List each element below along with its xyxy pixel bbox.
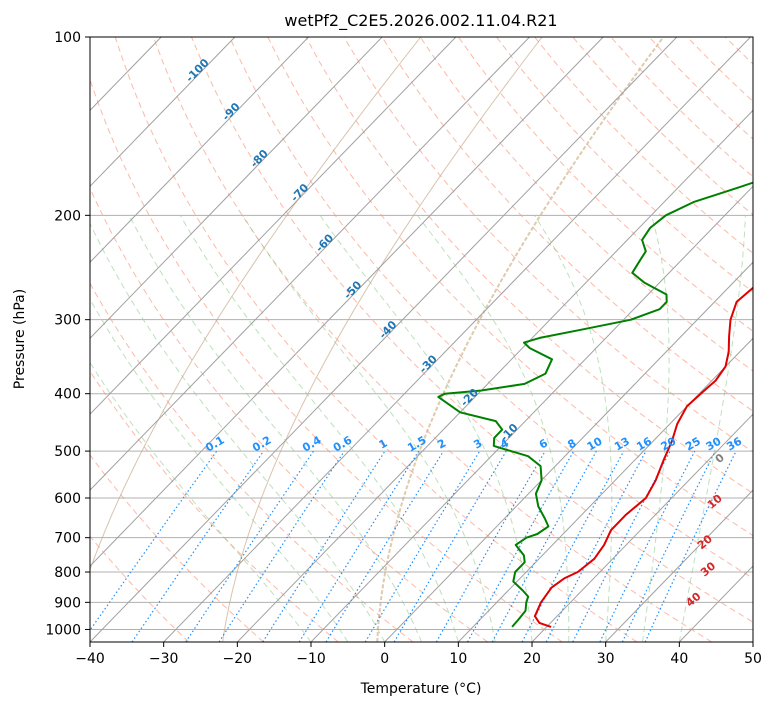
y-tick-label: 200 <box>54 208 81 224</box>
moist-adiabat <box>90 298 349 642</box>
isotherm <box>163 37 751 642</box>
y-tick-label: 400 <box>54 387 81 403</box>
dry-adiabat <box>90 370 339 642</box>
axis-ticks: −40 −30 −20 −10 0 10 20 30 40 50 100 200 300 400 500 60… <box>45 30 762 667</box>
dewpoint-profile <box>437 181 753 628</box>
moist-adiabats <box>90 215 746 642</box>
dry-adiabat <box>496 37 753 293</box>
isotherm <box>90 37 530 491</box>
cape-curves <box>90 37 665 642</box>
mixing-ratio-line <box>262 450 386 642</box>
chart-title: wetPf2_C2E5.2026.002.11.04.R21 <box>284 11 557 31</box>
dry-adiabat <box>90 187 488 642</box>
mixing-ratio-line <box>491 450 597 642</box>
isotherm <box>90 37 678 642</box>
temperature-profile <box>533 286 753 628</box>
mixing-ratio-line <box>599 450 696 642</box>
isotherm <box>90 37 457 415</box>
y-tick-label: 300 <box>54 313 81 329</box>
x-tick-label: −30 <box>149 651 179 667</box>
isotherm <box>605 489 753 642</box>
x-axis-label: Temperature (°C) <box>360 681 482 697</box>
mixing-ratio-line <box>521 450 625 642</box>
moist-adiabat <box>319 215 533 642</box>
moist-adiabat <box>533 215 613 642</box>
mixing-ratio-line <box>218 450 345 642</box>
moist-adiabat <box>179 215 459 642</box>
dry-adiabat <box>90 77 563 642</box>
moist-adiabat <box>642 215 670 642</box>
y-tick-label: 500 <box>54 444 81 460</box>
isotherm <box>90 37 236 188</box>
moist-adiabat <box>242 215 496 642</box>
isotherms <box>90 37 753 642</box>
x-tick-label: 20 <box>523 651 541 667</box>
mixing-ratio-line <box>466 450 575 642</box>
y-axis-label: Pressure (hPa) <box>12 289 28 389</box>
isotherm <box>457 337 753 642</box>
y-tick-label: 600 <box>54 491 81 507</box>
cape-curve <box>90 37 422 572</box>
moist-adiabat <box>128 215 422 642</box>
x-tick-label: 0 <box>380 651 389 667</box>
mixing-ratio-line <box>185 450 314 642</box>
x-tick-label: −40 <box>75 651 105 667</box>
moist-adiabat <box>416 215 570 642</box>
x-tick-label: 50 <box>744 651 762 667</box>
mixing-ratio-line <box>325 450 445 642</box>
isotherm <box>531 413 753 642</box>
dry-adiabat <box>90 454 264 642</box>
profiles <box>437 181 753 628</box>
mixing-ratio-line <box>131 450 265 642</box>
plot-frame <box>89 36 754 643</box>
moist-adiabat <box>90 222 386 642</box>
dry-adiabat <box>191 37 753 623</box>
moist-adiabat <box>90 361 312 642</box>
y-tick-label: 100 <box>54 30 81 46</box>
isotherm <box>310 185 753 642</box>
isotherm <box>90 37 309 263</box>
y-tick-label: 700 <box>54 531 81 547</box>
cape-curve <box>376 37 665 642</box>
plot-layers: -100-90-80-70-60-50-40-30-20-100.1 0.2 0.4… <box>90 37 753 642</box>
y-tick-label: 1000 <box>45 622 81 638</box>
dry-adiabat <box>114 37 638 642</box>
moist-adiabat <box>678 215 746 642</box>
isotherm <box>90 37 604 567</box>
y-tick-label: 800 <box>54 565 81 581</box>
plot-area <box>90 37 753 642</box>
isotherm <box>236 109 753 642</box>
x-tick-label: 40 <box>670 651 688 667</box>
x-tick-label: −10 <box>296 651 326 667</box>
cape-curve <box>222 37 543 642</box>
isotherm <box>90 37 383 339</box>
pressure-grid <box>90 37 753 630</box>
x-tick-label: 10 <box>449 651 467 667</box>
isotherm <box>384 261 753 642</box>
mixing-ratio-line <box>90 450 218 632</box>
y-tick-label: 900 <box>54 595 81 611</box>
x-tick-label: −20 <box>223 651 253 667</box>
x-tick-label: 30 <box>597 651 615 667</box>
